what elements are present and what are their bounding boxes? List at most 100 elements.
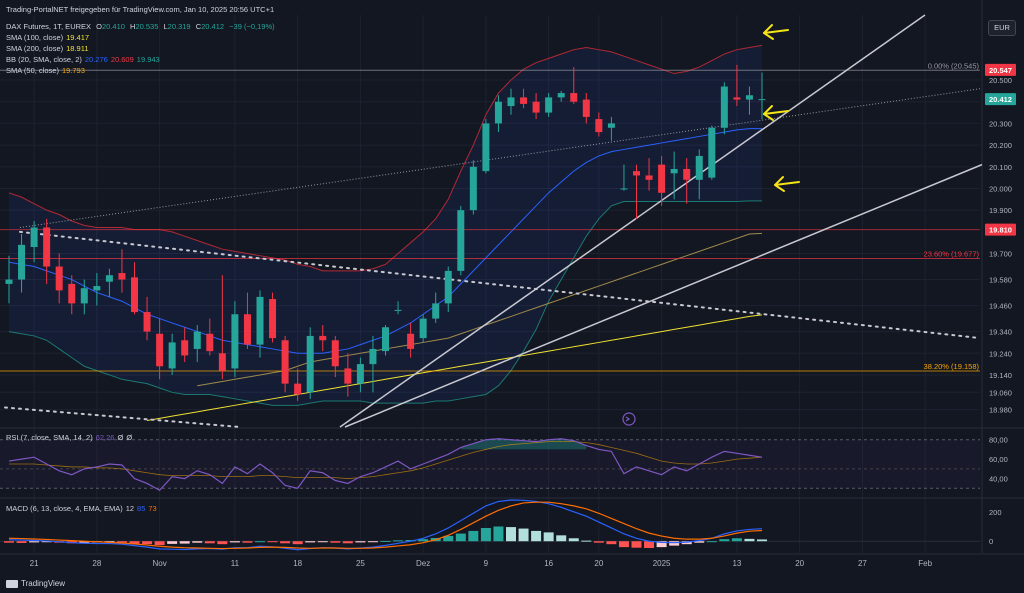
legend-ohlc-open-label: O [96,22,102,31]
macd-histogram-bar [581,540,592,542]
candle-body [557,93,565,98]
candle-body [633,171,640,176]
legend-ohlc-low-label: L [163,22,168,31]
candle-body [344,368,352,384]
candle-body [294,383,302,395]
legend-symbol: DAX Futures, 1T, EUREX [6,22,92,31]
candle-body [532,101,540,113]
macd-histogram-bar [480,527,491,542]
macd-histogram-bar [229,541,240,543]
currency-button[interactable]: EUR [988,20,1016,36]
candle-body [55,266,63,291]
sma100-line [146,314,763,421]
candle-body [281,340,289,384]
replay-icon [622,412,636,426]
legend-ohlc-low: 20.319 [167,22,191,31]
macd-histogram-bar [631,541,642,548]
candle-body [269,299,277,339]
legend-bb-basis: 20.276 [84,55,108,64]
macd-histogram-bar [142,541,153,545]
legend-ohlc-change: −39 (−0,19%) [229,22,275,31]
time-tick-label: 13 [732,559,741,568]
price-tick-label: 19.700 [989,250,1012,259]
macd-histogram-bar [255,541,265,543]
price-tick-label: 19.580 [989,276,1012,285]
macd-histogram-bar [556,535,567,542]
rsi-tick-label: 80,00 [989,436,1008,445]
price-tick-label: 20.300 [989,119,1012,128]
time-tick-label: 25 [356,559,365,568]
legend-macd-signal: 73 [148,504,157,513]
macd-histogram-bar [104,541,115,543]
macd-histogram-bar [342,541,353,544]
candle-body [382,327,389,352]
price-tick-label: 19.340 [989,328,1012,337]
tradingview-logo[interactable]: TradingView [6,579,65,588]
time-tick-label: 9 [484,559,489,568]
sma50-line [197,232,763,387]
candle-body [407,333,415,349]
candle-body [520,97,528,104]
legend-ohlc-close-label: C [195,22,202,31]
macd-histogram-bar [317,541,328,543]
candle-body [582,99,590,117]
legend-rsi[interactable]: RSI (7, close, SMA, 14, 2) 62,26 Ø Ø [6,433,135,442]
macd-histogram-bar [305,541,316,543]
macd-histogram-bar [493,526,504,542]
candle-body [683,168,691,180]
candle-body [494,101,502,124]
published-header: Trading-PortalNET freigegeben für Tradin… [6,5,275,14]
legend-sma200[interactable]: SMA (200, close) 18.911 [6,44,92,53]
candle-body [80,288,88,304]
bollinger-band-fill [9,45,762,406]
rsi-tick-label: 60,00 [989,455,1008,464]
legend-sma100-label: SMA (100, close) [6,33,64,42]
annotation-arrow-middle [763,110,789,115]
macd-histogram-bar [167,541,178,544]
annotation-arrow-bottom [774,176,785,192]
rsi-tick-label: 40,00 [989,475,1008,484]
candle-body [645,175,653,180]
macd-histogram-bar [418,539,429,542]
legend-rsi-label: RSI (7, close, SMA, 14, 2) [6,433,93,442]
macd-histogram-bar [593,541,604,543]
macd-histogram-bar [719,539,730,542]
candle-body [444,270,452,304]
candle-body [243,314,251,345]
candle-body [607,123,615,128]
legend-bb[interactable]: BB (20, SMA, close, 2) 20.276 20.609 19.943 [6,55,163,64]
annotation-arrow-top [763,29,789,34]
legend-macd[interactable]: MACD (6, 13, close, 4, EMA, EMA) 12 85 73 [6,504,160,513]
candle-body [394,309,402,311]
macd-histogram-bar [393,540,404,542]
legend-sma100[interactable]: SMA (100, close) 19.417 [6,33,92,42]
macd-histogram-bar [292,541,303,545]
candle-body [93,286,101,291]
macd-histogram-bar [543,532,554,542]
macd-histogram-bar [744,538,755,542]
legend-sma50[interactable]: SMA (50, close) 19.793 [6,66,88,75]
macd-histogram-bar [644,541,655,548]
time-tick-label: 20 [594,559,603,568]
legend-sma50-label: SMA (50, close) [6,66,59,75]
time-tick-label: 21 [30,559,39,568]
time-tick-label: 16 [544,559,553,568]
candle-body [105,275,113,282]
macd-histogram-bar [267,541,278,543]
time-tick-label: 28 [92,559,101,568]
price-label-text: 20.412 [989,95,1012,104]
candle-body [432,303,440,319]
fib-level-label: 23.60% (19.677) [924,250,980,259]
macd-histogram-bar [468,530,479,542]
time-tick-label: Dez [416,559,430,568]
candle-body [30,227,38,248]
candle-body [482,123,490,172]
legend-macd-hist: 12 [125,504,135,513]
macd-histogram-bar [217,541,228,545]
price-label-text: 19.810 [989,226,1012,235]
time-tick-label: 11 [231,559,240,568]
price-tick-label: 19.460 [989,302,1012,311]
macd-histogram-bar [154,541,165,546]
macd-histogram-bar [731,538,742,542]
